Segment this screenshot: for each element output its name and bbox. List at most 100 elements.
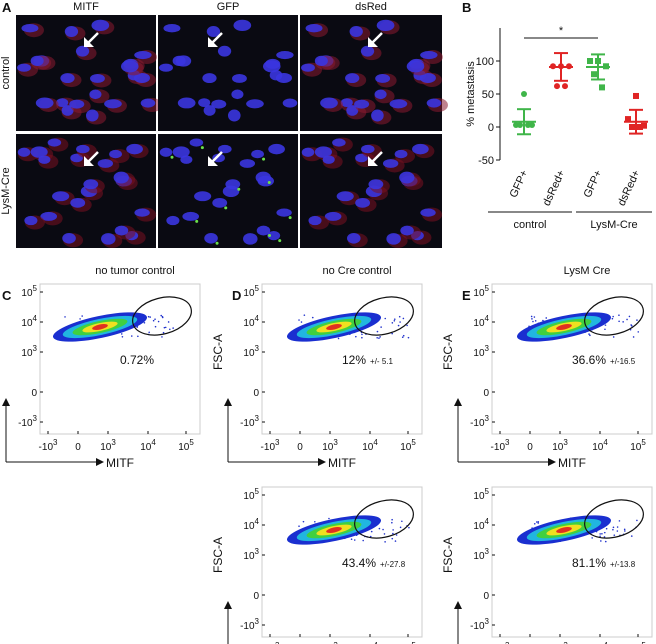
plot-frame bbox=[261, 486, 423, 638]
arrow-tip bbox=[84, 156, 94, 166]
nucleus bbox=[243, 233, 258, 245]
event bbox=[603, 531, 606, 534]
gate bbox=[354, 296, 414, 336]
tick-label: 105 bbox=[473, 284, 489, 299]
event bbox=[147, 315, 150, 318]
event bbox=[148, 331, 150, 334]
density bbox=[92, 324, 108, 330]
event bbox=[601, 532, 603, 535]
tick-label: 104 bbox=[243, 314, 259, 329]
nucleus bbox=[97, 159, 114, 168]
nucleus bbox=[255, 171, 271, 184]
nucleus bbox=[166, 215, 180, 226]
nucleus bbox=[218, 144, 232, 154]
data-point bbox=[633, 92, 639, 99]
tick-label: 103 bbox=[552, 641, 568, 644]
panel-label: B bbox=[462, 0, 471, 15]
plot-frame bbox=[39, 283, 201, 435]
x-axis-label: MITF bbox=[558, 456, 586, 470]
nucleus bbox=[233, 19, 252, 32]
plot-frame bbox=[491, 283, 653, 435]
plot-title: LysM Cre bbox=[564, 265, 611, 277]
tick-label: 105 bbox=[400, 641, 416, 644]
tick-label: 0 bbox=[31, 388, 37, 399]
event bbox=[399, 526, 402, 529]
event bbox=[397, 324, 400, 327]
gfp-speck bbox=[237, 187, 241, 191]
tick-label: 103 bbox=[243, 344, 259, 359]
event bbox=[599, 535, 601, 538]
event bbox=[408, 526, 410, 529]
nucleus bbox=[24, 215, 38, 226]
event bbox=[302, 520, 305, 523]
nucleus bbox=[189, 138, 204, 147]
nucleus bbox=[114, 225, 129, 236]
data-point bbox=[587, 58, 593, 64]
event bbox=[391, 332, 393, 335]
nucleus bbox=[399, 171, 415, 184]
event bbox=[337, 337, 340, 340]
gfp-speck bbox=[267, 234, 271, 238]
nucleus bbox=[426, 98, 442, 108]
event bbox=[384, 317, 387, 320]
event bbox=[545, 317, 548, 319]
nucleus bbox=[198, 98, 211, 108]
nucleus bbox=[17, 63, 31, 72]
event bbox=[537, 522, 540, 524]
gate-percent: 36.6% +/-16.5 bbox=[572, 353, 636, 367]
tick-label: 105 bbox=[243, 284, 259, 299]
y-axis-label: FSC-A bbox=[211, 537, 225, 573]
arrow-tip bbox=[368, 37, 378, 47]
nucleus bbox=[374, 89, 387, 100]
gate-percent: 0.72% bbox=[120, 353, 154, 367]
tick-label: 103 bbox=[473, 344, 489, 359]
nucleus bbox=[217, 45, 232, 57]
nucleus bbox=[276, 51, 294, 60]
tick-label: -103 bbox=[240, 617, 259, 632]
event bbox=[143, 322, 146, 324]
tick-label: 103 bbox=[100, 438, 116, 453]
data-point bbox=[629, 124, 635, 130]
tick-label: -103 bbox=[470, 414, 489, 429]
nucleus bbox=[61, 105, 74, 116]
row-label: LysM-Cre bbox=[0, 167, 12, 214]
nucleus bbox=[324, 211, 342, 221]
gate-percent: 12% +/- 5.1 bbox=[342, 353, 393, 367]
event bbox=[384, 541, 386, 543]
tick-label: 0 bbox=[483, 591, 489, 602]
event bbox=[398, 315, 401, 318]
event bbox=[618, 320, 620, 323]
event bbox=[612, 526, 615, 529]
arrow-tip bbox=[208, 37, 218, 47]
tick-label: -103 bbox=[18, 414, 37, 429]
tick-label: 0 bbox=[253, 388, 259, 399]
nucleus bbox=[182, 211, 200, 221]
event bbox=[401, 336, 404, 339]
event bbox=[120, 333, 123, 335]
nucleus bbox=[69, 99, 85, 109]
tick-label: -103 bbox=[261, 438, 280, 453]
nucleus bbox=[180, 155, 193, 164]
event bbox=[121, 336, 124, 338]
event bbox=[589, 334, 591, 337]
event bbox=[361, 336, 363, 339]
gate bbox=[584, 499, 644, 539]
nucleus bbox=[211, 99, 227, 109]
nucleus bbox=[308, 215, 322, 226]
density bbox=[556, 527, 572, 533]
nucleus bbox=[301, 63, 315, 72]
event bbox=[303, 314, 306, 316]
condition-label: control bbox=[513, 219, 546, 231]
nucleus bbox=[194, 191, 212, 202]
density bbox=[326, 527, 342, 533]
event bbox=[532, 320, 534, 323]
panel-label: C bbox=[2, 288, 12, 303]
nucleus bbox=[70, 198, 86, 208]
nucleus bbox=[85, 109, 99, 122]
nucleus bbox=[202, 73, 217, 84]
y-axis-label: FSC-A bbox=[441, 334, 455, 370]
nucleus bbox=[332, 138, 346, 147]
gfp-speck bbox=[224, 206, 228, 210]
gate bbox=[584, 296, 644, 336]
nucleus bbox=[419, 72, 436, 83]
